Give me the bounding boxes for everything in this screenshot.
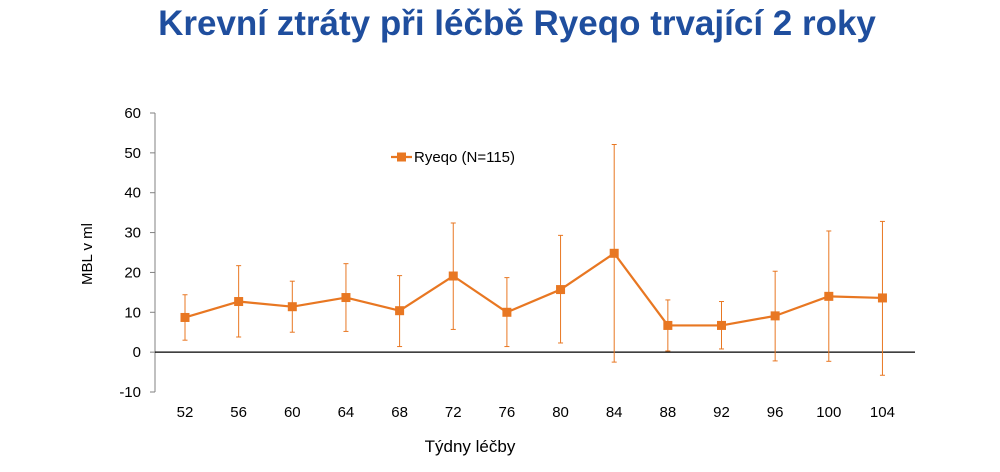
data-point-marker	[877, 293, 887, 303]
data-point-marker	[556, 285, 566, 295]
x-tick-label: 64	[338, 404, 355, 421]
series-markers	[180, 248, 887, 330]
x-tick-label: 92	[713, 404, 730, 421]
data-point-marker	[287, 302, 297, 312]
error-bars	[182, 143, 885, 376]
data-point-marker	[770, 311, 780, 321]
x-tick-label: 80	[552, 404, 569, 421]
x-axis-title: Týdny léčby	[425, 437, 516, 456]
data-point-marker	[502, 307, 512, 317]
y-axis-title: MBL v ml	[79, 223, 96, 285]
y-tick-label: 60	[124, 105, 141, 122]
y-tick-label: 20	[124, 264, 141, 281]
y-tick-label: 0	[133, 344, 141, 361]
legend: Ryeqo (N=115)	[391, 149, 515, 166]
legend-marker	[397, 152, 406, 162]
legend-label: Ryeqo (N=115)	[414, 149, 515, 166]
data-point-marker	[234, 297, 244, 307]
y-tick-label: 50	[124, 145, 141, 162]
y-tick-label: 30	[124, 225, 141, 242]
y-tick-label: 10	[124, 304, 141, 321]
y-tick-label: -10	[119, 384, 141, 401]
data-point-marker	[448, 271, 458, 281]
data-point-marker	[341, 293, 351, 303]
x-tick-label: 52	[177, 404, 194, 421]
series-line	[184, 252, 883, 327]
data-point-marker	[395, 306, 405, 316]
y-axis: -10 0 10 20 30 40 50 60	[119, 105, 156, 401]
y-tick-label: 40	[124, 185, 141, 202]
series-line-path	[184, 252, 883, 327]
x-tick-label: 96	[767, 404, 784, 421]
data-point-marker	[824, 291, 834, 301]
x-tick-label: 56	[230, 404, 247, 421]
x-tick-label: 100	[816, 404, 841, 421]
data-point-marker	[663, 320, 673, 330]
data-point-marker	[609, 248, 619, 258]
data-point-marker	[180, 312, 190, 322]
data-point-marker	[717, 320, 726, 330]
x-tick-label: 84	[606, 404, 623, 421]
chart-title: Krevní ztráty při léčbě Ryeqo trvající 2…	[158, 4, 876, 43]
x-tick-label: 88	[660, 404, 677, 421]
x-tick-label: 72	[445, 404, 462, 421]
x-tick-label: 76	[499, 404, 516, 421]
x-axis: 52 56 60 64 68 72 76 80 84 88 92 96 100 104	[155, 351, 915, 421]
x-tick-label: 104	[870, 404, 895, 421]
x-tick-label: 68	[391, 404, 408, 421]
x-tick-label: 60	[284, 404, 301, 421]
